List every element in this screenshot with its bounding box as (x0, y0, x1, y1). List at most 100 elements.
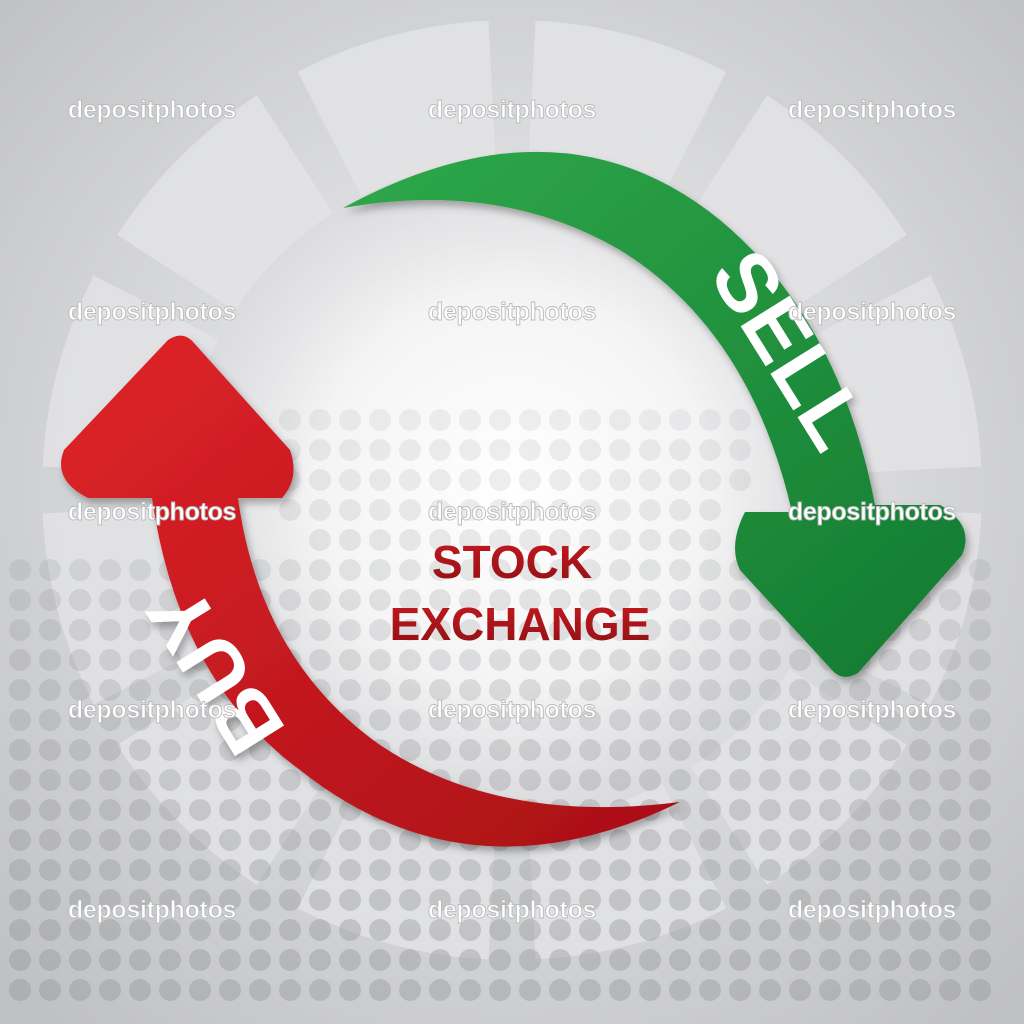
dot (159, 889, 181, 911)
dot (99, 589, 121, 611)
watermark-text: depositphotos (428, 896, 596, 924)
dot (69, 859, 91, 881)
dot (429, 589, 451, 611)
dot (9, 769, 31, 791)
dot (759, 889, 781, 911)
dot (699, 529, 721, 551)
dot (309, 619, 331, 641)
dot (159, 799, 181, 821)
dot (699, 679, 721, 701)
ring-segment (117, 669, 333, 885)
dot (639, 709, 661, 731)
dot (789, 799, 811, 821)
dot (579, 649, 601, 671)
dot (429, 859, 451, 881)
dot (969, 739, 991, 761)
dot (669, 709, 691, 731)
dot (729, 799, 751, 821)
dot (609, 499, 631, 521)
dot (279, 589, 301, 611)
dot (609, 559, 631, 581)
dot (519, 979, 541, 1001)
dot (9, 589, 31, 611)
dot (699, 829, 721, 851)
dot (279, 829, 301, 851)
dot (489, 589, 511, 611)
dot (669, 589, 691, 611)
dot (249, 769, 271, 791)
dot (639, 889, 661, 911)
dot (789, 919, 811, 941)
dot (39, 829, 61, 851)
dot (369, 709, 391, 731)
dot (609, 769, 631, 791)
dot (579, 889, 601, 911)
dot (249, 919, 271, 941)
dot (639, 499, 661, 521)
dot (819, 709, 841, 731)
dot (639, 589, 661, 611)
dot (729, 409, 751, 431)
dot (399, 979, 421, 1001)
dot (879, 709, 901, 731)
dot (129, 949, 151, 971)
dot (699, 499, 721, 521)
dot (669, 739, 691, 761)
dot (519, 559, 541, 581)
dot (519, 499, 541, 521)
dot (639, 769, 661, 791)
dot (429, 709, 451, 731)
dot (609, 409, 631, 431)
dot (129, 919, 151, 941)
dot (939, 829, 961, 851)
dot (729, 859, 751, 881)
dot (699, 469, 721, 491)
dot (939, 619, 961, 641)
dot (309, 589, 331, 611)
dot (639, 679, 661, 701)
dot (279, 949, 301, 971)
dot (729, 649, 751, 671)
dot (339, 889, 361, 911)
dot (909, 619, 931, 641)
dot (489, 949, 511, 971)
dot (699, 949, 721, 971)
dot (399, 649, 421, 671)
dot (579, 559, 601, 581)
dot (129, 709, 151, 731)
ring-segment (691, 669, 907, 885)
dot (879, 949, 901, 971)
dot (939, 949, 961, 971)
dot (429, 649, 451, 671)
dot (369, 679, 391, 701)
dot (39, 679, 61, 701)
dot (849, 829, 871, 851)
dot (399, 589, 421, 611)
dot (879, 979, 901, 1001)
dot (549, 919, 571, 941)
dot (279, 979, 301, 1001)
dot (309, 799, 331, 821)
dot (969, 709, 991, 731)
dot (99, 979, 121, 1001)
dot (9, 859, 31, 881)
dot (699, 589, 721, 611)
dot (399, 409, 421, 431)
dot (849, 679, 871, 701)
dot (639, 559, 661, 581)
dot (369, 859, 391, 881)
dot (609, 679, 631, 701)
dot (339, 589, 361, 611)
dot (939, 709, 961, 731)
dot (99, 649, 121, 671)
dot (699, 859, 721, 881)
dot (489, 769, 511, 791)
dot (579, 409, 601, 431)
dot (909, 649, 931, 671)
dot (309, 499, 331, 521)
dot (489, 919, 511, 941)
dot (639, 619, 661, 641)
dot (39, 589, 61, 611)
dot (69, 979, 91, 1001)
